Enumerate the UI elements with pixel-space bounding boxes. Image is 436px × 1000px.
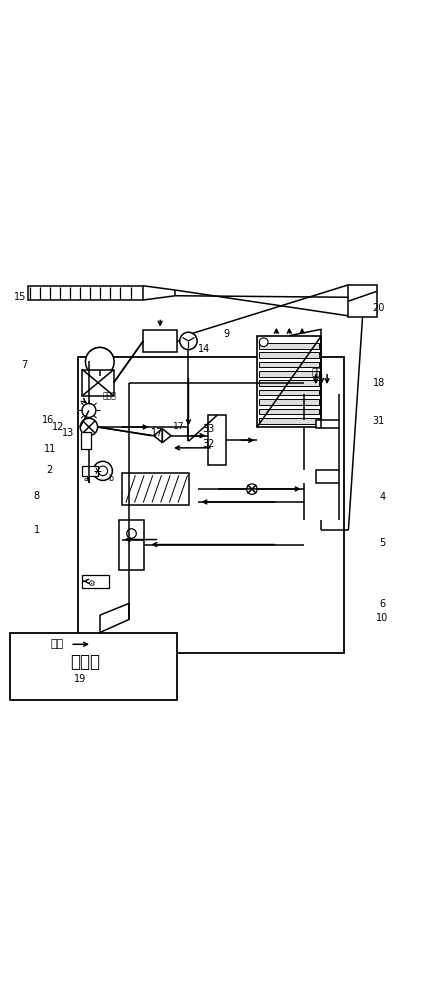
Text: 9: 9 — [224, 329, 230, 339]
Circle shape — [85, 347, 114, 376]
Ellipse shape — [117, 473, 126, 505]
Text: 烟气: 烟气 — [312, 368, 323, 377]
Bar — [27, 286, 143, 300]
Polygon shape — [162, 429, 171, 443]
Bar — [259, 380, 319, 386]
Circle shape — [259, 338, 268, 347]
Text: 15: 15 — [14, 292, 27, 302]
Ellipse shape — [119, 515, 144, 524]
Text: 加热炉: 加热炉 — [71, 653, 100, 671]
Text: 7: 7 — [21, 360, 28, 370]
Bar — [78, 357, 344, 653]
Bar — [10, 633, 177, 700]
Bar — [259, 390, 319, 395]
Circle shape — [180, 332, 197, 350]
Bar — [143, 330, 177, 352]
Ellipse shape — [208, 461, 226, 469]
Text: 18: 18 — [373, 378, 385, 388]
Bar — [316, 420, 339, 428]
Text: a: a — [84, 474, 89, 483]
Bar — [82, 466, 98, 476]
Bar — [208, 415, 226, 465]
Ellipse shape — [184, 473, 194, 505]
Bar — [259, 343, 319, 349]
Text: 14: 14 — [198, 344, 210, 354]
Bar — [82, 370, 114, 396]
Bar — [259, 409, 319, 414]
Bar — [259, 399, 319, 405]
Text: 11: 11 — [44, 444, 56, 454]
Bar — [316, 470, 339, 483]
Text: 2: 2 — [47, 465, 53, 475]
Text: 补给水: 补给水 — [103, 391, 117, 400]
Bar — [122, 473, 189, 505]
Text: 10: 10 — [376, 613, 388, 623]
Bar — [81, 432, 91, 449]
Circle shape — [80, 418, 98, 436]
Text: 烟气: 烟气 — [51, 639, 64, 649]
Text: 16: 16 — [41, 415, 54, 425]
Polygon shape — [153, 429, 162, 443]
Text: 17: 17 — [173, 422, 185, 431]
Text: 17: 17 — [151, 428, 164, 438]
Text: 19: 19 — [74, 674, 86, 684]
Bar — [257, 336, 321, 427]
Bar — [348, 285, 377, 317]
Text: 1: 1 — [34, 525, 40, 535]
Text: 32: 32 — [202, 439, 215, 449]
Text: 31: 31 — [373, 416, 385, 426]
Bar — [259, 352, 319, 358]
Circle shape — [127, 529, 136, 538]
Ellipse shape — [208, 411, 226, 419]
Text: 4: 4 — [379, 492, 385, 502]
Bar — [119, 520, 144, 570]
Text: 8: 8 — [34, 491, 40, 501]
Text: 20: 20 — [373, 303, 385, 313]
Bar — [259, 418, 319, 424]
Ellipse shape — [119, 565, 144, 574]
Circle shape — [98, 466, 108, 476]
Bar — [259, 362, 319, 367]
Text: 13: 13 — [62, 428, 74, 438]
Bar — [259, 371, 319, 377]
Text: 12: 12 — [52, 422, 65, 432]
Text: ⚙: ⚙ — [87, 579, 94, 588]
Circle shape — [247, 484, 257, 494]
Text: b: b — [109, 474, 113, 483]
Text: 33: 33 — [202, 424, 215, 434]
Text: 5: 5 — [379, 538, 385, 548]
Circle shape — [93, 461, 112, 480]
Text: 6: 6 — [379, 599, 385, 609]
Circle shape — [82, 404, 96, 417]
Bar — [82, 575, 109, 588]
